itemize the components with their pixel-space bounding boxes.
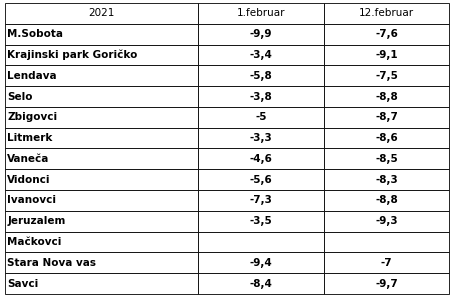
Text: M.Sobota: M.Sobota bbox=[7, 29, 63, 39]
Bar bbox=[5, 86, 198, 107]
Bar bbox=[198, 45, 324, 65]
Text: Ivanovci: Ivanovci bbox=[7, 195, 56, 206]
Bar bbox=[324, 211, 449, 232]
Text: -8,8: -8,8 bbox=[375, 195, 398, 206]
Text: -3,8: -3,8 bbox=[250, 91, 272, 102]
Text: -4,6: -4,6 bbox=[250, 154, 272, 164]
Bar bbox=[324, 169, 449, 190]
Bar bbox=[324, 232, 449, 252]
Bar bbox=[5, 252, 198, 273]
Text: -8,4: -8,4 bbox=[250, 279, 272, 289]
Text: Savci: Savci bbox=[7, 279, 39, 289]
Text: -9,1: -9,1 bbox=[375, 50, 398, 60]
Bar bbox=[198, 190, 324, 211]
Text: Zbigovci: Zbigovci bbox=[7, 112, 57, 122]
Bar bbox=[198, 273, 324, 294]
Text: -5,6: -5,6 bbox=[250, 175, 272, 185]
Bar bbox=[198, 252, 324, 273]
Bar bbox=[198, 169, 324, 190]
Text: 2021: 2021 bbox=[88, 8, 114, 18]
Bar bbox=[198, 232, 324, 252]
Text: -3,3: -3,3 bbox=[250, 133, 272, 143]
Text: Vidonci: Vidonci bbox=[7, 175, 51, 185]
Bar bbox=[5, 45, 198, 65]
Bar bbox=[198, 128, 324, 148]
Text: -5: -5 bbox=[255, 112, 267, 122]
Bar bbox=[198, 211, 324, 232]
Bar bbox=[5, 232, 198, 252]
Text: Litmerk: Litmerk bbox=[7, 133, 53, 143]
Bar bbox=[5, 273, 198, 294]
Text: 1.februar: 1.februar bbox=[237, 8, 285, 18]
Text: -3,4: -3,4 bbox=[250, 50, 272, 60]
Text: 12.februar: 12.februar bbox=[359, 8, 415, 18]
Text: Mačkovci: Mačkovci bbox=[7, 237, 62, 247]
Text: Selo: Selo bbox=[7, 91, 33, 102]
Bar bbox=[5, 148, 198, 169]
Bar bbox=[324, 45, 449, 65]
Text: Vaneča: Vaneča bbox=[7, 154, 49, 164]
Bar bbox=[5, 65, 198, 86]
Text: -3,5: -3,5 bbox=[250, 216, 272, 226]
Text: -8,8: -8,8 bbox=[375, 91, 398, 102]
Text: -9,4: -9,4 bbox=[250, 258, 272, 268]
Text: -8,3: -8,3 bbox=[375, 175, 398, 185]
Bar bbox=[5, 128, 198, 148]
Bar bbox=[5, 169, 198, 190]
Bar bbox=[324, 107, 449, 128]
Bar bbox=[198, 107, 324, 128]
Bar bbox=[324, 273, 449, 294]
Bar bbox=[5, 190, 198, 211]
Text: Krajinski park Goričko: Krajinski park Goričko bbox=[7, 50, 138, 60]
Bar bbox=[324, 128, 449, 148]
Bar bbox=[5, 211, 198, 232]
Bar bbox=[324, 86, 449, 107]
Bar bbox=[5, 24, 198, 45]
Text: -9,3: -9,3 bbox=[375, 216, 398, 226]
Text: -7,5: -7,5 bbox=[375, 71, 398, 81]
Text: Stara Nova vas: Stara Nova vas bbox=[7, 258, 96, 268]
Text: -8,5: -8,5 bbox=[375, 154, 398, 164]
Bar bbox=[5, 3, 198, 24]
Text: -8,6: -8,6 bbox=[375, 133, 398, 143]
Bar bbox=[324, 148, 449, 169]
Text: Jeruzalem: Jeruzalem bbox=[7, 216, 66, 226]
Bar bbox=[198, 3, 324, 24]
Text: -7,6: -7,6 bbox=[375, 29, 398, 39]
Bar bbox=[198, 65, 324, 86]
Text: -7,3: -7,3 bbox=[250, 195, 272, 206]
Text: Lendava: Lendava bbox=[7, 71, 57, 81]
Text: -9,9: -9,9 bbox=[250, 29, 272, 39]
Text: -8,7: -8,7 bbox=[375, 112, 398, 122]
Bar bbox=[198, 24, 324, 45]
Text: -7: -7 bbox=[381, 258, 393, 268]
Bar bbox=[324, 190, 449, 211]
Bar bbox=[324, 65, 449, 86]
Bar bbox=[198, 86, 324, 107]
Bar bbox=[198, 148, 324, 169]
Bar bbox=[324, 252, 449, 273]
Bar bbox=[5, 107, 198, 128]
Bar bbox=[324, 24, 449, 45]
Text: -9,7: -9,7 bbox=[375, 279, 398, 289]
Bar bbox=[324, 3, 449, 24]
Text: -5,8: -5,8 bbox=[250, 71, 272, 81]
